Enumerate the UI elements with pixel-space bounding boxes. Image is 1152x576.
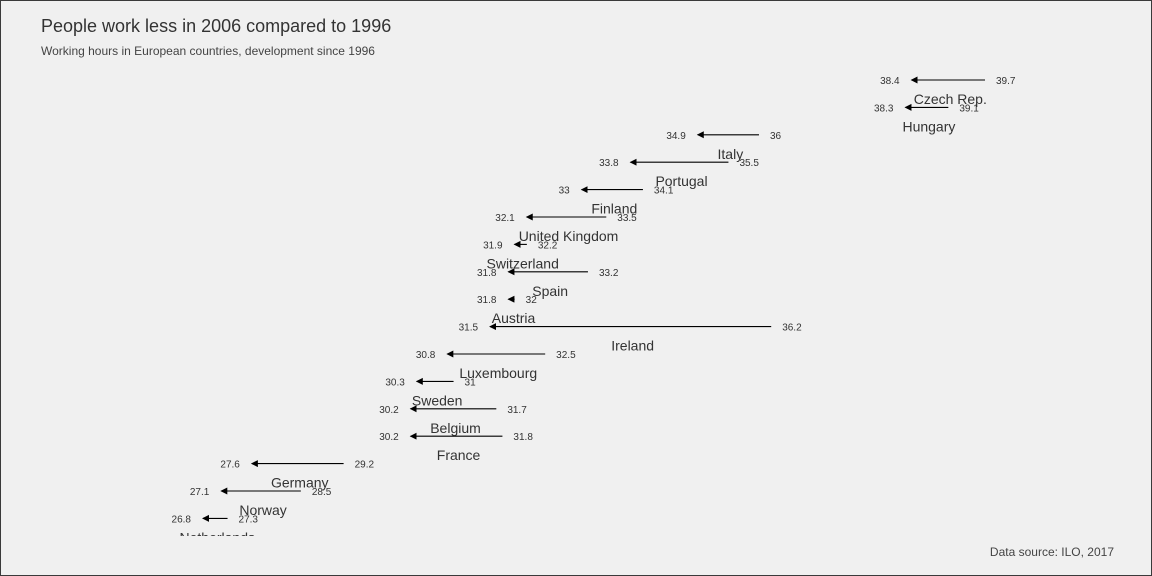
label-1996-belgium: 31.7 — [507, 405, 527, 416]
label-2006-united-kingdom: 32.1 — [495, 213, 515, 224]
label-2006-norway: 27.1 — [190, 487, 210, 498]
country-label-luxembourg: Luxembourg — [459, 365, 537, 381]
label-2006-spain: 31.8 — [477, 268, 497, 279]
label-2006-sweden: 30.3 — [385, 377, 405, 388]
label-2006-ireland: 31.5 — [459, 323, 479, 334]
country-label-czech-rep: Czech Rep. — [914, 91, 987, 107]
label-1996-luxembourg: 32.5 — [556, 350, 576, 361]
label-1996-switzerland: 32.2 — [538, 240, 558, 251]
label-1996-hungary: 39.1 — [959, 103, 979, 114]
label-1996-italy: 36 — [770, 131, 782, 142]
country-label-portugal: Portugal — [655, 173, 707, 189]
label-1996-sweden: 31 — [465, 377, 477, 388]
chart-subtitle: Working hours in European countries, dev… — [41, 44, 375, 58]
label-2006-switzerland: 31.9 — [483, 240, 503, 251]
country-label-sweden: Sweden — [412, 392, 463, 408]
label-1996-finland: 34.1 — [654, 186, 674, 197]
label-1996-united-kingdom: 33.5 — [617, 213, 637, 224]
label-2006-luxembourg: 30.8 — [416, 350, 436, 361]
data-source-caption: Data source: ILO, 2017 — [989, 545, 1114, 559]
country-label-hungary: Hungary — [902, 118, 955, 134]
label-1996-austria: 32 — [526, 295, 538, 306]
label-1996-netherlands: 27.3 — [239, 514, 259, 525]
country-label-germany: Germany — [271, 475, 329, 491]
label-2006-finland: 33 — [559, 186, 571, 197]
label-2006-belgium: 30.2 — [379, 405, 399, 416]
country-label-austria: Austria — [492, 310, 536, 326]
country-label-france: France — [437, 447, 481, 463]
label-2006-austria: 31.8 — [477, 295, 497, 306]
country-label-italy: Italy — [718, 146, 744, 162]
label-2006-hungary: 38.3 — [874, 103, 894, 114]
label-1996-france: 31.8 — [513, 432, 533, 443]
label-2006-portugal: 33.8 — [599, 158, 619, 169]
country-label-united-kingdom: United Kingdom — [519, 228, 619, 244]
country-label-ireland: Ireland — [611, 338, 654, 354]
label-1996-portugal: 35.5 — [739, 158, 759, 169]
country-label-belgium: Belgium — [430, 420, 481, 436]
chart-title: People work less in 2006 compared to 199… — [41, 16, 392, 36]
country-label-switzerland: Switzerland — [487, 255, 559, 271]
country-label-norway: Norway — [239, 502, 286, 518]
label-2006-france: 30.2 — [379, 432, 399, 443]
label-1996-norway: 28.5 — [312, 487, 332, 498]
label-1996-spain: 33.2 — [599, 268, 619, 279]
label-1996-germany: 29.2 — [355, 460, 375, 471]
country-label-netherlands: Netherlands — [180, 529, 256, 545]
label-2006-germany: 27.6 — [220, 460, 240, 471]
label-1996-ireland: 36.2 — [782, 323, 802, 334]
country-label-finland: Finland — [591, 201, 637, 217]
label-2006-czech-rep: 38.4 — [880, 76, 900, 87]
country-label-spain: Spain — [532, 283, 568, 299]
label-1996-czech-rep: 39.7 — [996, 76, 1016, 87]
label-2006-netherlands: 26.8 — [172, 514, 192, 525]
label-2006-italy: 34.9 — [666, 131, 686, 142]
